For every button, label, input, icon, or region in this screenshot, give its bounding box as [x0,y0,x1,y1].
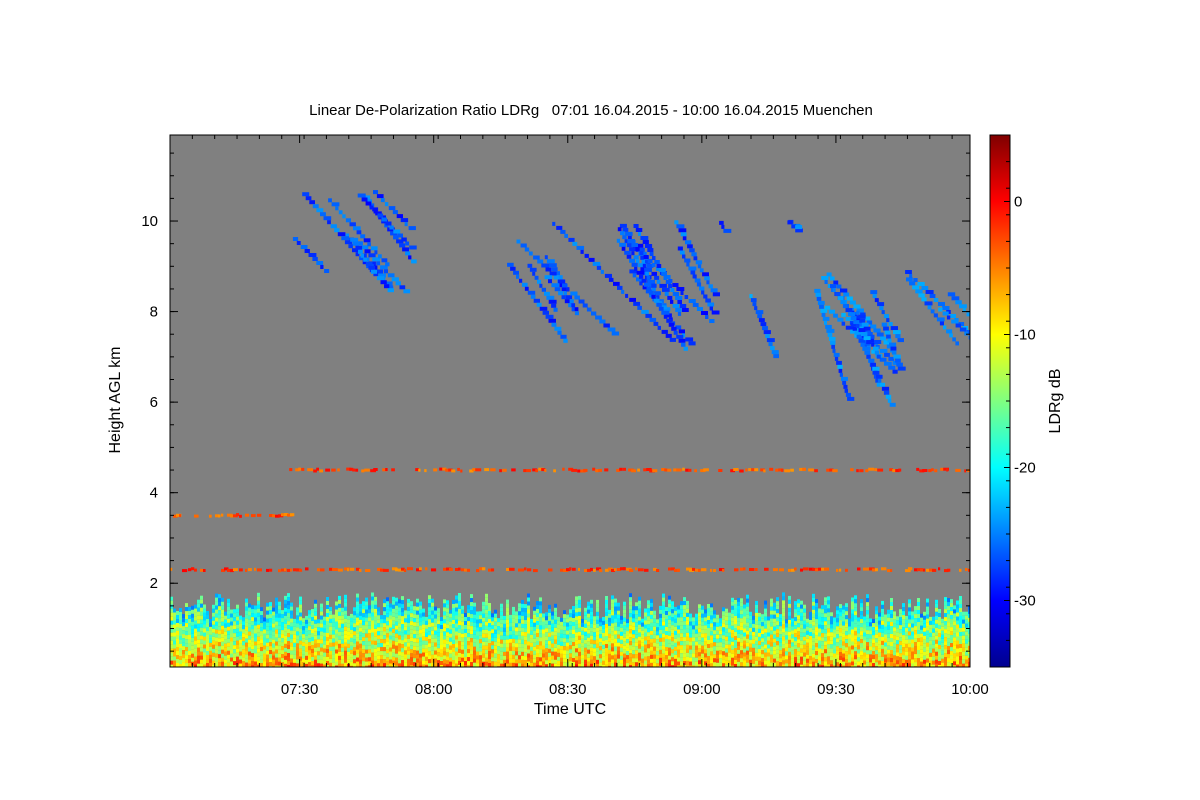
ldr-feature-6 [173,513,295,518]
colorbar-label: LDRg dB [1047,369,1064,434]
x-tick-label-5: 09:30 [817,681,855,698]
y-axis-label: Height AGL km [107,346,124,453]
y-axis: 2 4 6 8 10 [141,152,970,652]
ldr-features [170,190,970,667]
plot-area [170,135,970,667]
x-tick-label-1: 07:30 [281,681,319,698]
chart-title: Linear De-Polarization Ratio LDRg 07:01 … [309,102,873,119]
ldr-feature-3 [787,219,803,233]
x-tick-label-3: 08:30 [549,681,587,698]
colorbar-tick-label-2: -10 [1014,327,1036,344]
x-axis: 07:30 08:00 08:30 09:00 09:30 10:00 [169,135,989,698]
ldr-feature-4 [749,270,970,407]
y-tick-label-4: 8 [150,304,158,321]
x-tick-label-4: 09:00 [683,681,721,698]
colorbar-ticks: 0 -10 -20 -30 [1004,134,1036,668]
x-axis-label: Time UTC [534,701,606,718]
y-tick-label-5: 10 [141,213,158,230]
colorbar-tick-label-1: 0 [1014,194,1022,211]
ldr-feature-2 [507,220,732,351]
y-tick-label-1: 2 [150,575,158,592]
ldr-feature-1 [292,190,417,294]
plot-frame [169,134,971,668]
ldr-feature-5 [289,467,970,473]
ldr-feature-7 [170,567,970,573]
x-tick-label-6: 10:00 [951,681,989,698]
y-tick-label-3: 6 [150,394,158,411]
colorbar-tick-label-3: -20 [1014,460,1036,477]
y-tick-label-2: 4 [150,485,158,502]
x-tick-label-2: 08:00 [415,681,453,698]
colorbar-tick-label-4: -30 [1014,593,1036,610]
ldr-feature-8 [170,592,970,667]
